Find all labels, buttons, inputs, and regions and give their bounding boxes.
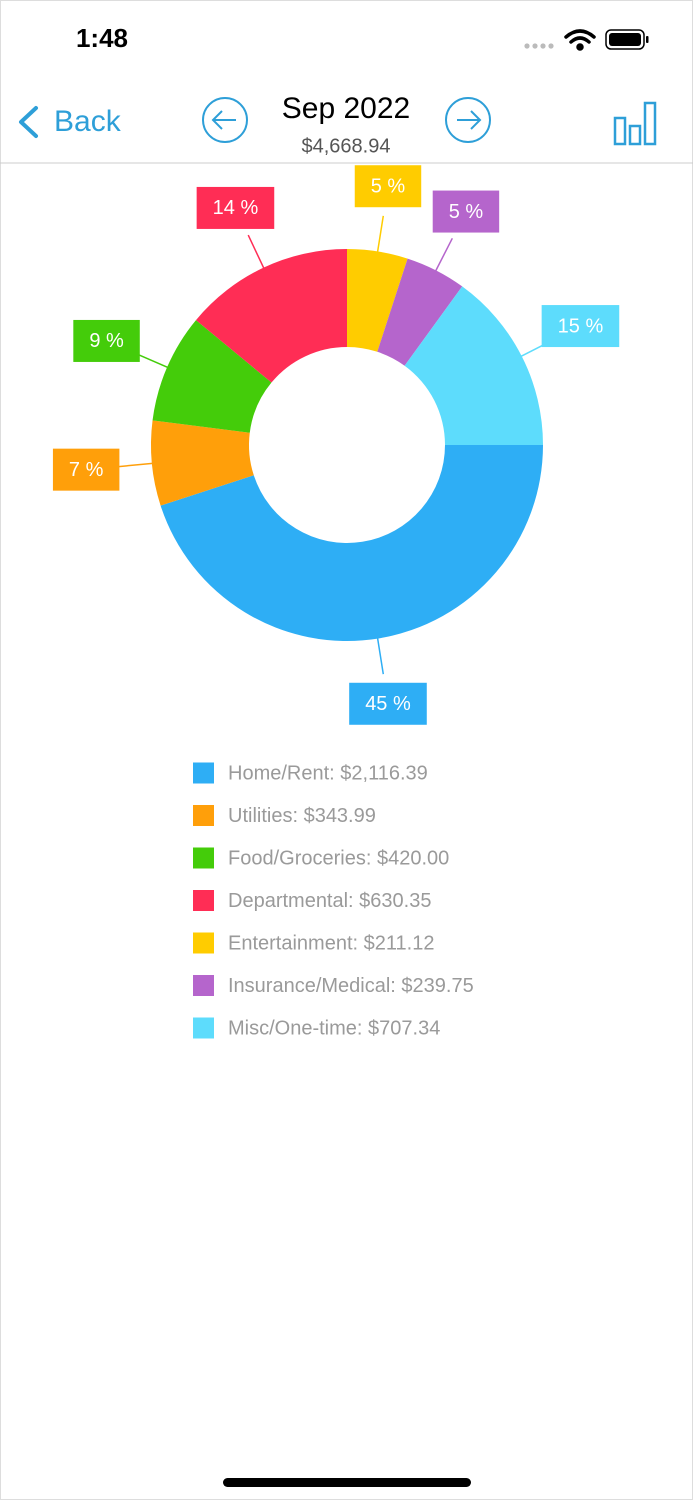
value-label-box bbox=[73, 319, 140, 362]
battery-icon bbox=[605, 29, 649, 50]
wifi-icon bbox=[564, 29, 596, 51]
chart-toggle-button[interactable] bbox=[613, 101, 657, 146]
value-label: 5 % bbox=[449, 201, 484, 223]
legend-label: Home/Rent: $2,116.39 bbox=[228, 762, 428, 784]
label-connector bbox=[133, 352, 170, 369]
legend-label: Utilities: $343.99 bbox=[228, 805, 376, 827]
value-label: 5 % bbox=[371, 176, 406, 198]
donut-slice bbox=[347, 249, 408, 352]
month-total: $4,668.94 bbox=[302, 135, 391, 157]
legend-label: Food/Groceries: $420.00 bbox=[228, 847, 449, 869]
value-label-box bbox=[354, 165, 422, 208]
legend-swatch bbox=[193, 890, 214, 911]
donut-slice bbox=[151, 420, 254, 506]
donut-slice bbox=[404, 286, 543, 445]
status-time: 1:48 bbox=[76, 23, 128, 53]
value-label-box bbox=[349, 682, 427, 725]
prev-month-button[interactable] bbox=[202, 97, 248, 143]
value-label-box bbox=[196, 186, 275, 229]
back-label[interactable]: Back bbox=[54, 105, 122, 138]
donut-slice bbox=[160, 445, 543, 641]
legend-label: Entertainment: $211.12 bbox=[228, 932, 434, 954]
signal-icon bbox=[524, 43, 554, 49]
next-month-button[interactable] bbox=[445, 97, 491, 143]
label-connector bbox=[376, 215, 385, 254]
value-label-box bbox=[541, 305, 620, 348]
legend-swatch bbox=[193, 975, 214, 996]
legend-swatch bbox=[193, 932, 214, 954]
donut-slice bbox=[152, 320, 272, 433]
value-label-box bbox=[432, 190, 500, 233]
legend-swatch bbox=[193, 847, 214, 869]
legend-swatch bbox=[193, 805, 214, 826]
label-connector bbox=[247, 234, 266, 270]
back-button[interactable]: Back bbox=[19, 105, 122, 138]
legend-label: Insurance/Medical: $239.75 bbox=[228, 975, 474, 997]
legend-swatch bbox=[193, 762, 214, 784]
legend-label: Departmental: $630.35 bbox=[228, 890, 431, 912]
legend-swatch bbox=[193, 1017, 214, 1039]
label-connector bbox=[434, 237, 453, 273]
back-chevron[interactable] bbox=[19, 106, 38, 138]
value-label: 15 % bbox=[558, 315, 604, 337]
value-label: 45 % bbox=[365, 693, 411, 715]
legend: Home/Rent: $2,116.39 Utilities: $343.99 Fo… bbox=[193, 762, 474, 1039]
label-connector bbox=[115, 462, 154, 468]
donut-slice bbox=[377, 258, 463, 366]
legend-label: Misc/One-time: $707.34 bbox=[228, 1017, 440, 1039]
donut-slice bbox=[195, 249, 347, 383]
value-label-box bbox=[52, 448, 120, 491]
home-indicator bbox=[223, 1478, 471, 1487]
value-label: 7 % bbox=[69, 459, 104, 481]
donut-chart: 45 % 7 % 9 % 14 % 5 % 5 % 15 % bbox=[52, 165, 620, 725]
value-label: 14 % bbox=[213, 197, 259, 219]
label-connector bbox=[376, 636, 385, 675]
month-title: Sep 2022 bbox=[282, 92, 410, 125]
value-label: 9 % bbox=[89, 330, 124, 352]
